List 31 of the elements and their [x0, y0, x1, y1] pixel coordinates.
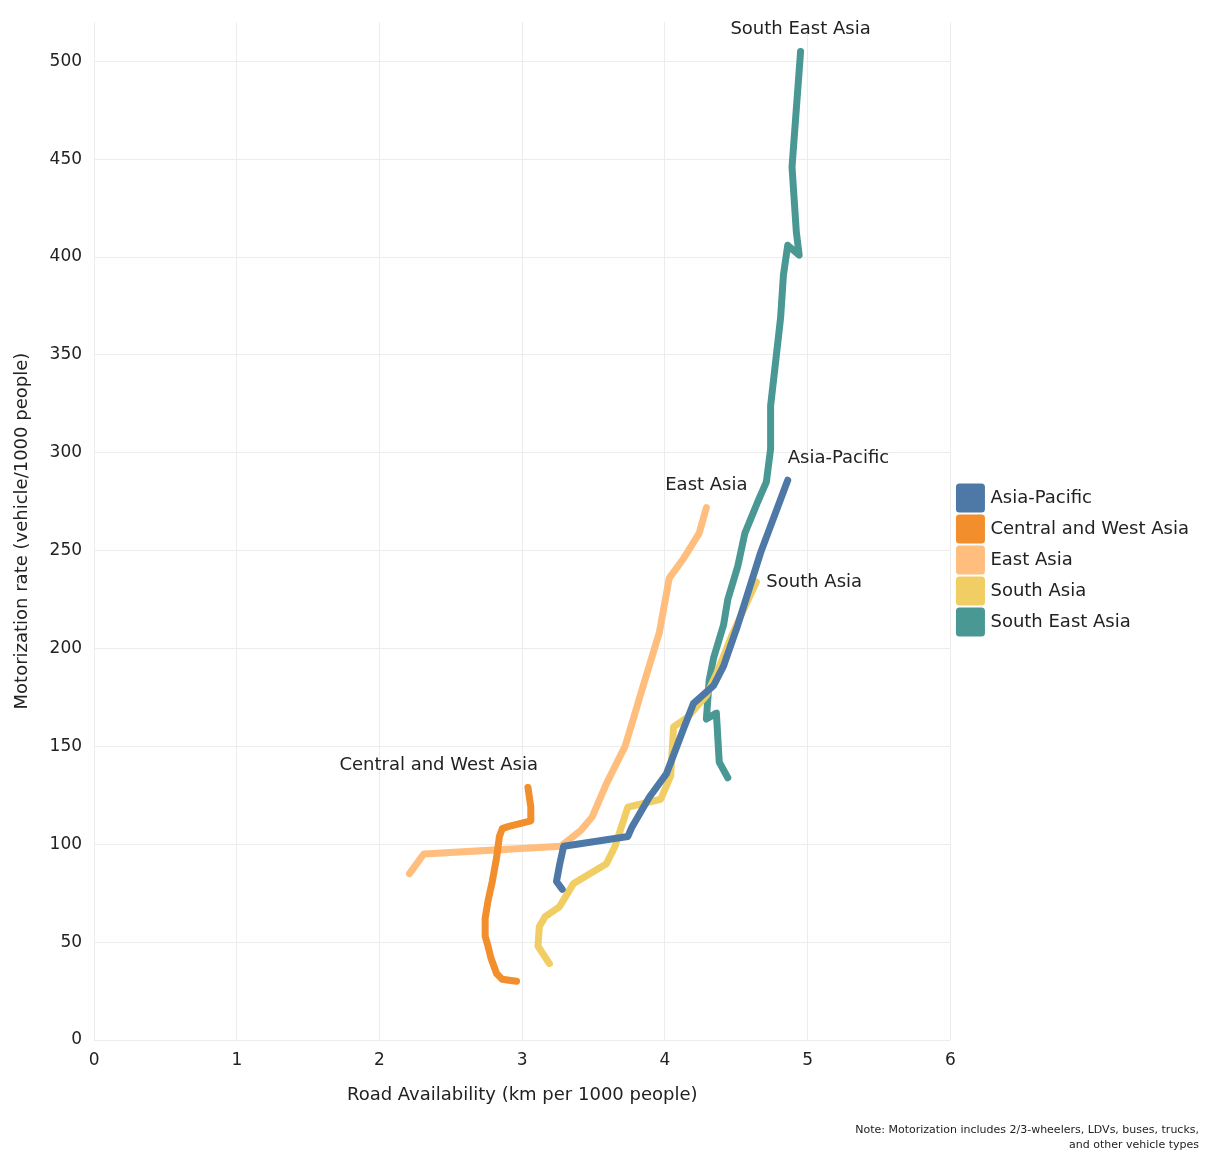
text: East Asia	[665, 473, 748, 495]
x-axis-title: Road Availability (km per 1000 people)	[346, 1082, 698, 1104]
x-tick-label: 1	[231, 1048, 243, 1069]
y-tick-label: 350	[49, 343, 83, 364]
y-tick-label: 500	[49, 49, 83, 70]
y-tick-label: 400	[49, 245, 83, 266]
text: South East Asia	[730, 17, 871, 39]
x-tick-label: 0	[88, 1048, 100, 1069]
text: Note: Motorization includes 2/3-wheelers, LDVs, buses, trucks, and other vehicle types	[854, 1122, 1199, 1152]
text: Central and West Asia	[339, 753, 538, 775]
x-tick-label: 5	[802, 1048, 814, 1069]
text: Asia-Pacific	[787, 445, 890, 467]
y-tick-label: 150	[49, 734, 83, 755]
y-tick-label: 200	[49, 636, 83, 657]
legend-label: East Asia	[990, 547, 1073, 569]
legend-label: Asia-Pacific	[990, 485, 1092, 507]
y-tick-label: 50	[60, 930, 83, 951]
legend-label: Central and West Asia	[990, 516, 1189, 538]
y-tick-label: 250	[49, 539, 83, 560]
x-tick-label: 3	[516, 1048, 528, 1069]
text: South Asia	[766, 569, 863, 591]
legend-label: South Asia	[990, 578, 1087, 600]
x-tick-label: 2	[374, 1048, 385, 1069]
y-tick-label: 0	[71, 1028, 83, 1049]
x-tick-label: 6	[945, 1048, 956, 1069]
x-tick-label: 4	[659, 1048, 671, 1069]
y-tick-label: 300	[49, 441, 83, 462]
y-tick-label: 450	[49, 147, 83, 168]
legend-label: South East Asia	[990, 609, 1131, 631]
y-axis-title: Motorization rate (vehicle/1000 people)	[10, 352, 32, 710]
y-tick-label: 100	[49, 832, 83, 853]
